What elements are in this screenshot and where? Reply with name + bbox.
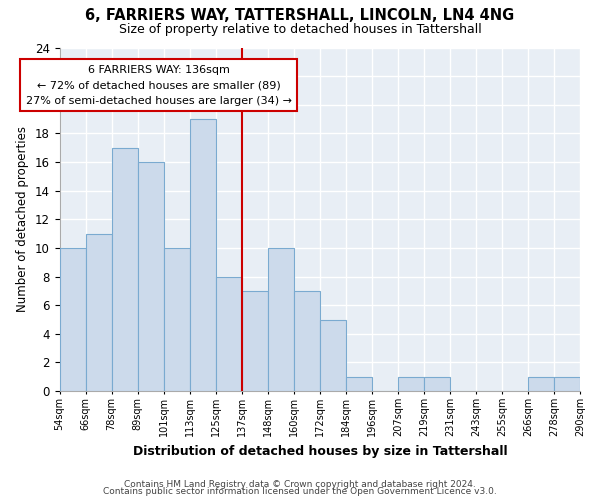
Bar: [554, 377, 580, 391]
Bar: [320, 320, 346, 391]
Bar: [112, 148, 138, 391]
Bar: [59, 248, 86, 391]
Bar: [268, 248, 294, 391]
Text: Contains public sector information licensed under the Open Government Licence v3: Contains public sector information licen…: [103, 488, 497, 496]
Y-axis label: Number of detached properties: Number of detached properties: [16, 126, 29, 312]
Bar: [86, 234, 112, 391]
Text: Contains HM Land Registry data © Crown copyright and database right 2024.: Contains HM Land Registry data © Crown c…: [124, 480, 476, 489]
Text: 6, FARRIERS WAY, TATTERSHALL, LINCOLN, LN4 4NG: 6, FARRIERS WAY, TATTERSHALL, LINCOLN, L…: [85, 8, 515, 22]
Text: 6 FARRIERS WAY: 136sqm
← 72% of detached houses are smaller (89)
27% of semi-det: 6 FARRIERS WAY: 136sqm ← 72% of detached…: [26, 64, 292, 106]
Text: Size of property relative to detached houses in Tattershall: Size of property relative to detached ho…: [119, 22, 481, 36]
Bar: [190, 119, 216, 391]
Bar: [216, 276, 242, 391]
X-axis label: Distribution of detached houses by size in Tattershall: Distribution of detached houses by size …: [133, 444, 507, 458]
Bar: [398, 377, 424, 391]
Bar: [424, 377, 450, 391]
Bar: [294, 291, 320, 391]
Bar: [346, 377, 372, 391]
Bar: [528, 377, 554, 391]
Bar: [164, 248, 190, 391]
Bar: [242, 291, 268, 391]
Bar: [138, 162, 164, 391]
